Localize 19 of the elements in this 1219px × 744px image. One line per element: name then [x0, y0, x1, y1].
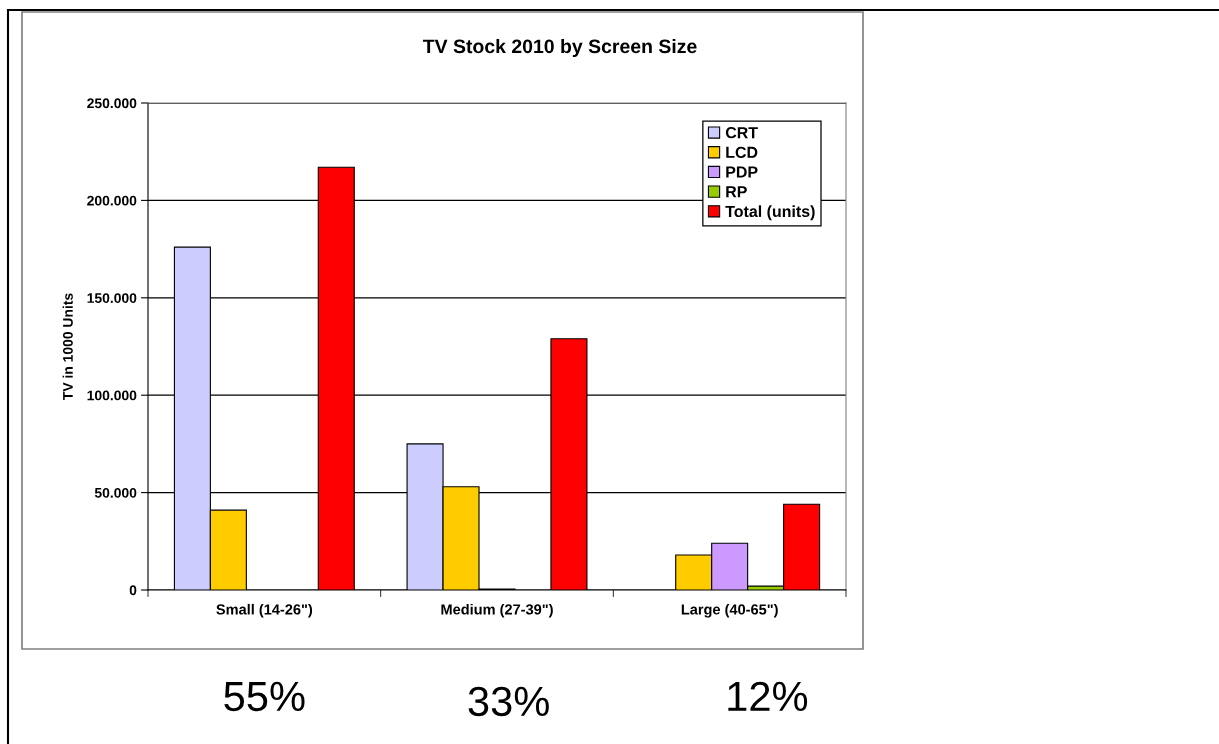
legend-label: PDP — [726, 166, 758, 178]
legend-label: RP — [726, 186, 747, 198]
y-axis-title: TV in 1000 Units — [62, 293, 73, 400]
legend-label: LCD — [726, 146, 758, 158]
text: 33% — [468, 686, 549, 717]
y-tick-label: 150.000 — [87, 293, 137, 303]
y-tick-label: 200.000 — [87, 195, 137, 206]
legend-label: CRT — [725, 127, 758, 139]
y-tick-label: 250.000 — [87, 98, 137, 109]
text: 55% — [224, 681, 305, 712]
x-tick-label: Small (14-26") — [216, 603, 313, 618]
text: 12% — [728, 681, 808, 712]
chart-title: TV Stock 2010 by Screen Size — [422, 38, 697, 58]
y-tick-label: 0 — [129, 585, 137, 596]
x-tick-label: Large (40-65") — [681, 603, 778, 618]
y-tick-label: 50.000 — [94, 487, 137, 498]
x-tick-label: Medium (27-39") — [441, 603, 553, 618]
y-tick-label: 100.000 — [87, 390, 137, 401]
legend-label: Total (units) — [725, 205, 815, 221]
